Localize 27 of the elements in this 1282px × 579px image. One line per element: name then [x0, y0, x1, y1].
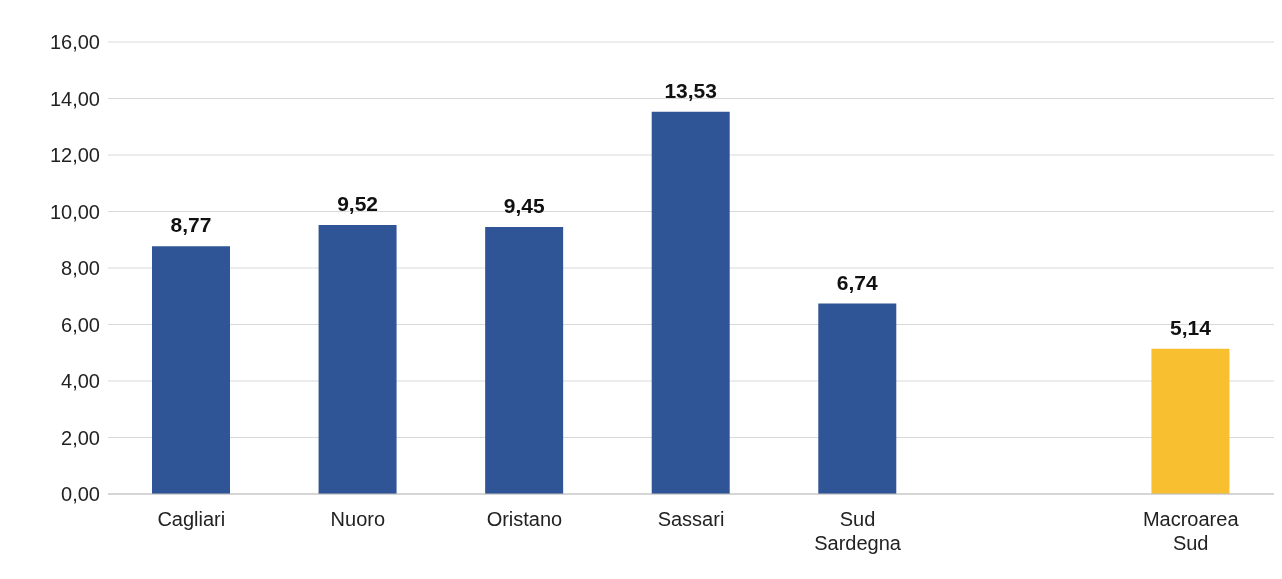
y-tick-label: 4,00 — [61, 370, 100, 393]
x-tick-label: Macroarea Sud — [1142, 508, 1240, 554]
x-tick-label: Sassari — [657, 508, 725, 530]
data-label: 6,74 — [836, 270, 879, 294]
data-label: 13,53 — [664, 78, 717, 102]
x-tick-label: Nuoro — [330, 508, 386, 530]
x-tick-label: Sud Sardegna — [814, 508, 902, 554]
bar — [1151, 348, 1230, 494]
y-tick-label: 10,00 — [49, 200, 100, 223]
y-tick-label: 6,00 — [61, 313, 100, 336]
data-label: 8,77 — [170, 213, 212, 237]
x-tick-label: Cagliari — [157, 508, 226, 530]
bar — [818, 303, 897, 494]
y-tick-label: 14,00 — [49, 87, 100, 110]
y-tick-label: 8,00 — [61, 257, 100, 280]
bar — [318, 225, 397, 494]
x-tick-label: Oristano — [486, 508, 563, 530]
y-tick-label: 16,00 — [49, 31, 100, 54]
bar — [485, 227, 564, 494]
y-tick-label: 0,00 — [61, 483, 100, 506]
bar — [152, 246, 230, 494]
data-label: 5,14 — [1169, 315, 1212, 339]
data-label: 9,45 — [503, 194, 545, 218]
data-label: 9,52 — [337, 192, 379, 216]
y-tick-label: 2,00 — [61, 426, 100, 449]
bar — [651, 111, 730, 494]
y-tick-label: 12,00 — [49, 144, 100, 167]
